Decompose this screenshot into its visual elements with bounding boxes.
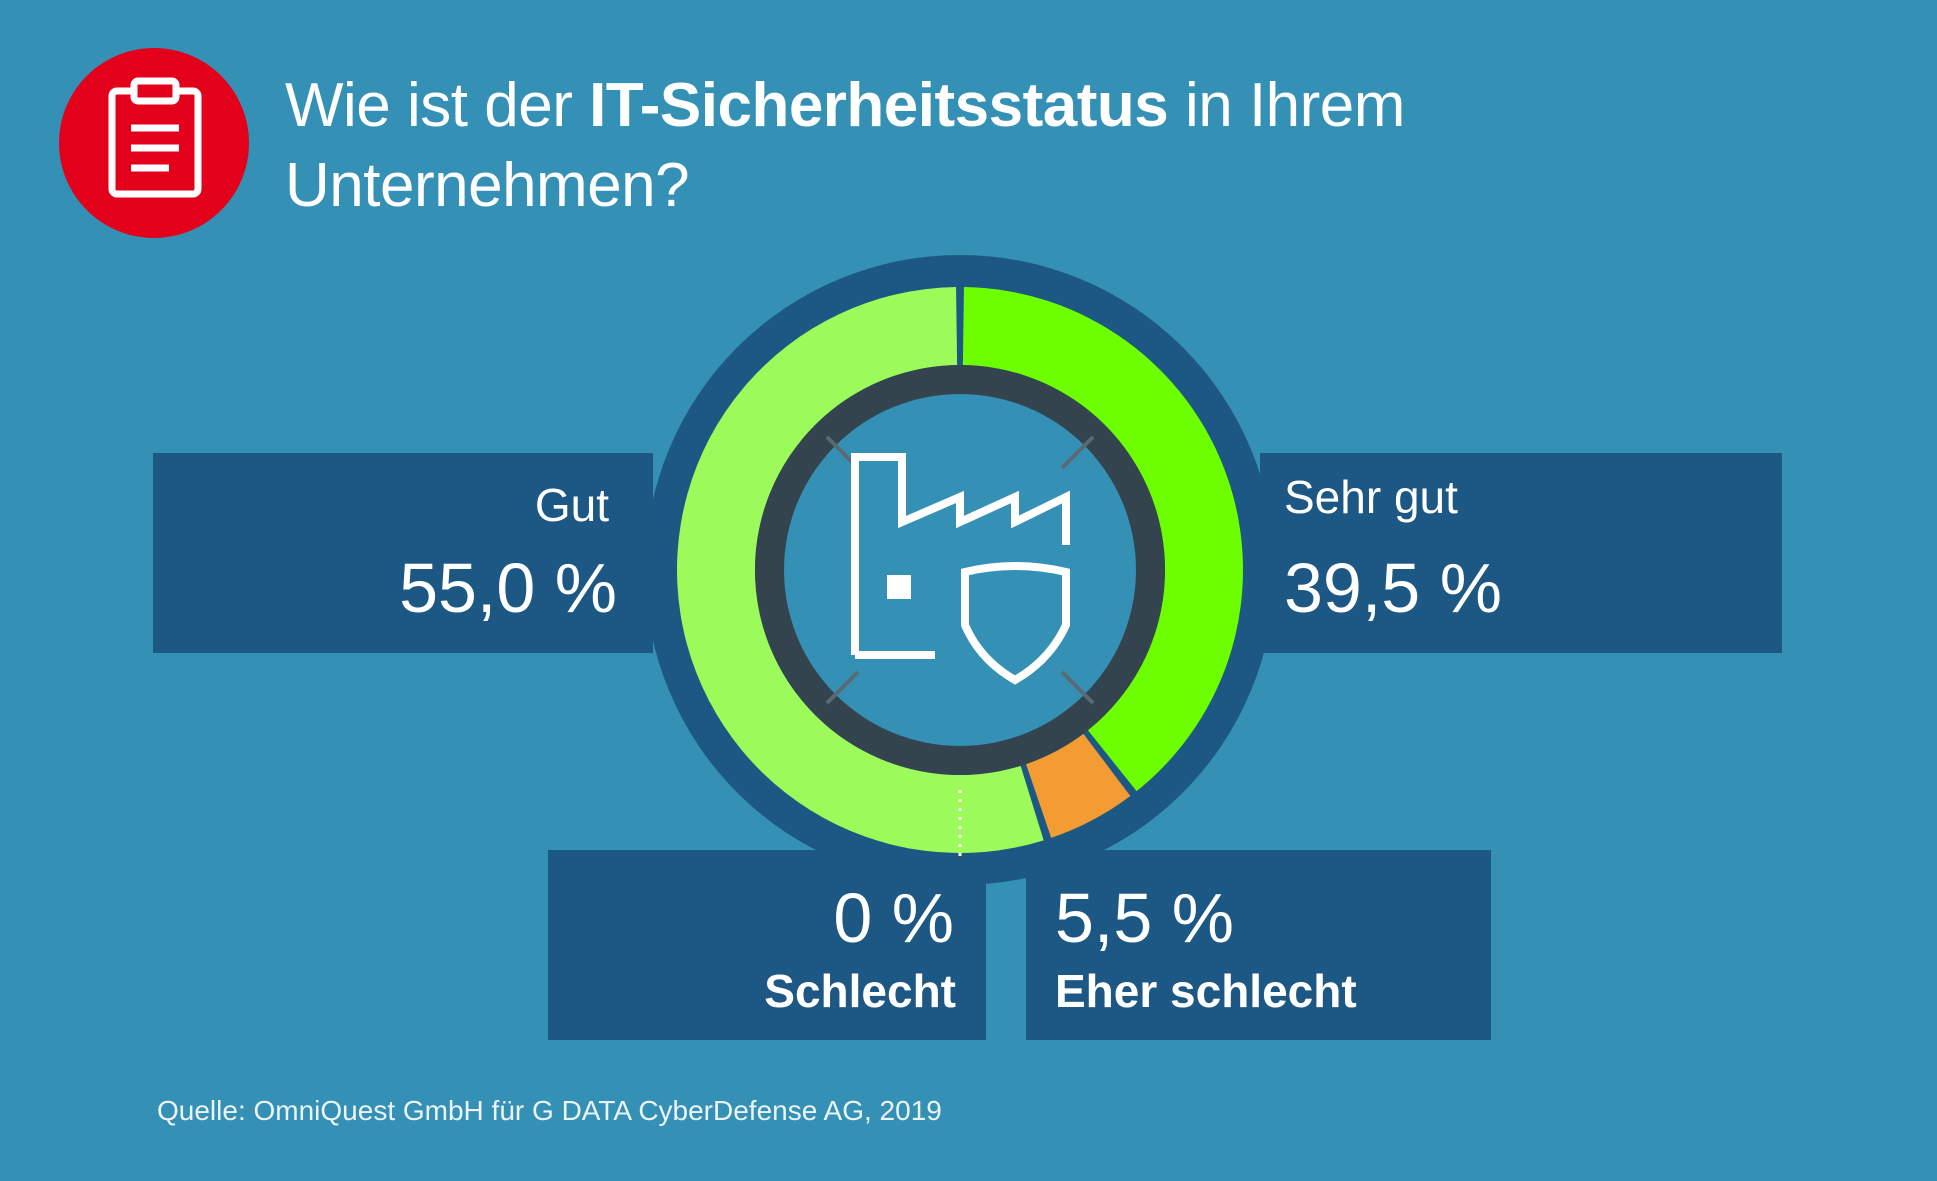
factory-window	[887, 575, 911, 599]
slice-eher-schlecht	[1026, 733, 1131, 838]
label-gut: Gut	[534, 479, 609, 531]
value-sehr-gut: 39,5 %	[1284, 549, 1502, 627]
page-title: Wie ist der IT-Sicherheitsstatus in Ihre…	[285, 66, 1685, 226]
value-schlecht: 0 %	[833, 879, 954, 957]
panel-schlecht	[548, 850, 986, 1040]
source-note: Quelle: OmniQuest GmbH für G DATA CyberD…	[157, 1095, 942, 1126]
slice-gut	[677, 287, 1044, 853]
panel-eher-schlecht	[1026, 850, 1491, 1040]
title-bold: IT-Sicherheitsstatus	[589, 71, 1169, 140]
slices-group	[677, 287, 1244, 853]
panel-gut	[153, 453, 653, 653]
label-eher-schlecht: Eher schlecht	[1055, 965, 1357, 1017]
label-schlecht: Schlecht	[764, 965, 956, 1017]
clipboard-icon	[59, 48, 249, 238]
value-gut: 55,0 %	[399, 549, 617, 627]
title-prefix: Wie ist der	[285, 71, 590, 140]
title-suffix: in Ihrem Unternehmen?	[285, 71, 1405, 220]
label-sehr-gut: Sehr gut	[1284, 471, 1458, 523]
slice-sehr-gut	[962, 287, 1244, 792]
factory-shield-icon	[851, 453, 1070, 685]
panel-sehr-gut	[1260, 453, 1782, 653]
value-eher-schlecht: 5,5 %	[1055, 879, 1234, 957]
